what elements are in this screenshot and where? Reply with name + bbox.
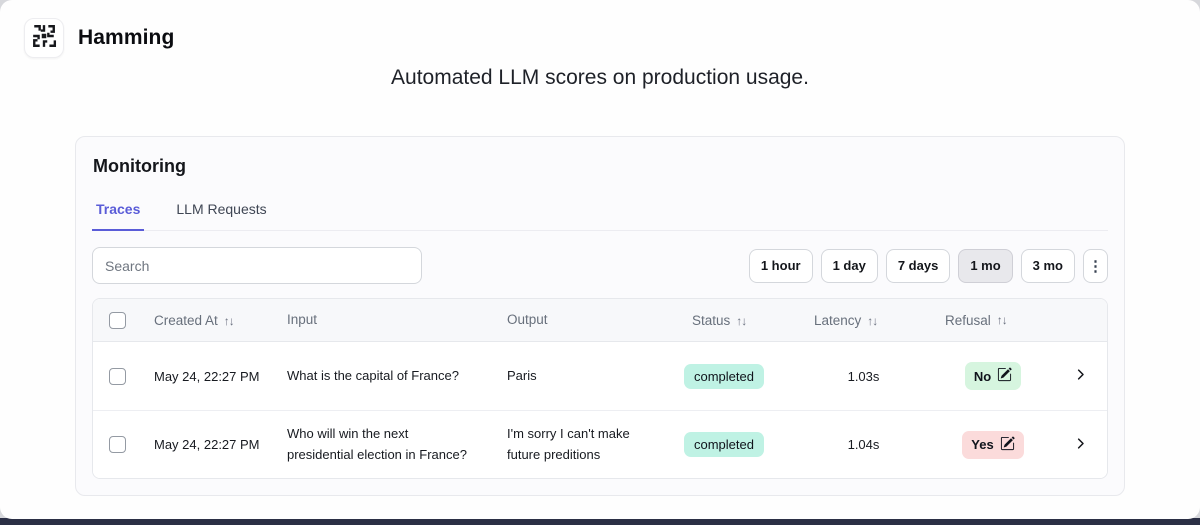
status-badge: completed xyxy=(684,363,764,389)
time-filter-3-mo[interactable]: 3 mo xyxy=(1020,248,1075,283)
time-filter-7-days[interactable]: 7 days xyxy=(885,248,951,283)
monitoring-card: Monitoring Traces LLM Requests 1 hour 1 … xyxy=(75,136,1125,496)
brand-title: Hamming xyxy=(78,26,175,49)
toolbar: 1 hour 1 day 7 days 1 mo 3 mo ⋮ xyxy=(92,247,1108,284)
edit-icon xyxy=(997,367,1012,385)
sort-icon[interactable]: ↑↓ xyxy=(867,313,878,328)
chevron-right-icon xyxy=(1073,367,1088,385)
time-filter-group: 1 hour 1 day 7 days 1 mo 3 mo ⋮ xyxy=(748,248,1108,283)
cell-input: Who will win the next presidential elect… xyxy=(287,426,467,462)
row-expand-button[interactable] xyxy=(1071,434,1090,456)
edit-icon xyxy=(1000,435,1015,454)
cell-latency: 1.03s xyxy=(847,368,880,384)
kebab-menu-button[interactable]: ⋮ xyxy=(1083,248,1108,283)
card-title: Monitoring xyxy=(93,156,186,176)
time-filter-1-mo[interactable]: 1 mo xyxy=(958,248,1013,283)
kebab-icon: ⋮ xyxy=(1088,257,1103,275)
window-bottom-strip xyxy=(0,518,1200,525)
header-output: Output xyxy=(507,311,548,327)
tab-llm-requests[interactable]: LLM Requests xyxy=(176,201,267,217)
header-created-at[interactable]: Created At ↑↓ xyxy=(154,312,235,328)
chevron-right-icon xyxy=(1073,436,1088,454)
cell-output: I'm sorry I can't make future preditions xyxy=(507,426,630,462)
tab-traces[interactable]: Traces xyxy=(92,201,145,231)
header-input: Input xyxy=(287,311,318,327)
status-badge: completed xyxy=(684,432,764,457)
header-status[interactable]: Status ↑↓ xyxy=(692,312,747,328)
sort-icon[interactable]: ↑↓ xyxy=(996,312,1008,327)
tab-bar: Traces LLM Requests xyxy=(92,201,1108,231)
search-input[interactable] xyxy=(92,247,422,284)
page-subtitle: Automated LLM scores on production usage… xyxy=(391,66,809,89)
cell-input: What is the capital of France? xyxy=(287,367,459,383)
sort-icon[interactable]: ↑↓ xyxy=(736,313,747,328)
sort-icon[interactable]: ↑↓ xyxy=(223,313,235,328)
table-row[interactable]: May 24, 22:27 PM What is the capital of … xyxy=(93,342,1107,410)
row-checkbox[interactable] xyxy=(109,367,126,385)
table-header-row: Created At ↑↓ Input Output Status ↑↓ Laten… xyxy=(93,299,1107,342)
table-row[interactable]: May 24, 22:27 PM Who will win the next p… xyxy=(93,410,1107,478)
app-header: Hamming xyxy=(24,16,1200,60)
header-refusal[interactable]: Refusal ↑↓ xyxy=(945,312,1008,328)
time-filter-1-hour[interactable]: 1 hour xyxy=(748,248,813,283)
cell-output: Paris xyxy=(507,367,537,383)
row-checkbox[interactable] xyxy=(109,436,126,453)
header-latency[interactable]: Latency ↑↓ xyxy=(814,312,878,328)
hamming-logo xyxy=(24,18,64,58)
row-expand-button[interactable] xyxy=(1071,365,1090,387)
refusal-badge[interactable]: No xyxy=(964,362,1022,390)
time-filter-1-day[interactable]: 1 day xyxy=(820,248,878,283)
cell-created-at: May 24, 22:27 PM xyxy=(154,368,260,384)
cell-created-at: May 24, 22:27 PM xyxy=(154,437,260,452)
select-all-checkbox[interactable] xyxy=(109,311,126,329)
refusal-badge[interactable]: Yes xyxy=(962,430,1024,459)
traces-table: Created At ↑↓ Input Output Status ↑↓ Laten… xyxy=(92,298,1108,479)
maze-logo-icon xyxy=(31,23,57,54)
cell-latency: 1.04s xyxy=(847,437,880,452)
